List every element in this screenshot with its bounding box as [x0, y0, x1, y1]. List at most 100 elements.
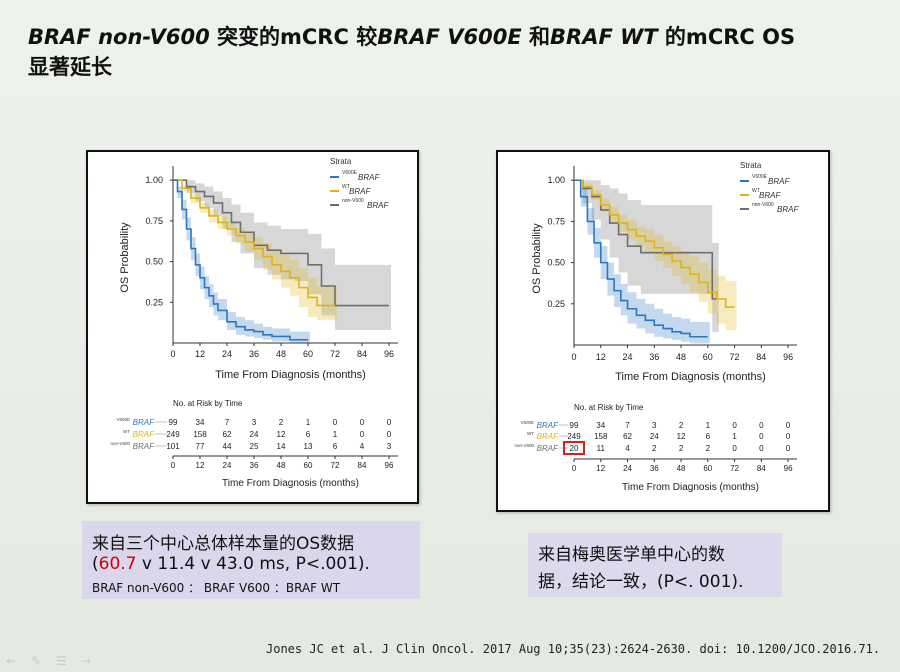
risk-table-tick-label: 24: [623, 464, 632, 473]
risk-cell: 14: [277, 442, 286, 451]
title-part: BRAF non-V600: [28, 25, 210, 49]
ci-band-wt: [173, 180, 337, 321]
x-tick-label: 0: [571, 352, 576, 362]
risk-cell: 20: [570, 444, 579, 453]
presentation-toolbar[interactable]: ← ✎ ☰ →: [6, 650, 116, 668]
y-tick-label: 0.50: [547, 258, 565, 268]
note-right-line1: 来自梅奥医学单中心的数: [538, 545, 725, 565]
risk-table-tick-label: 96: [385, 461, 394, 470]
risk-table-title: No. at Risk by Time: [574, 403, 644, 412]
risk-cell: 12: [677, 432, 686, 441]
risk-cell: 99: [570, 421, 579, 430]
legend-label-sup: V600E: [342, 170, 358, 176]
title-part: 的mCRC OS: [657, 25, 796, 49]
pen-icon[interactable]: ✎: [31, 654, 42, 668]
risk-cell: 6: [306, 430, 311, 439]
risk-cell: 0: [786, 432, 791, 441]
title-line-2: 显著延长: [28, 55, 112, 79]
risk-cell: 249: [567, 432, 581, 441]
risk-cell: 4: [360, 442, 365, 451]
back-arrow-icon[interactable]: ←: [6, 654, 17, 668]
risk-table-title: No. at Risk by Time: [173, 399, 243, 408]
risk-cell: 2: [279, 418, 284, 427]
risk-table-tick-label: 36: [650, 464, 659, 473]
x-tick-label: 72: [730, 352, 740, 362]
risk-cell: 0: [333, 418, 338, 427]
risk-row-label-sup: WT: [123, 429, 130, 434]
risk-cell: 2: [706, 444, 711, 453]
risk-cell: 1: [333, 430, 338, 439]
x-tick-label: 48: [676, 352, 686, 362]
risk-row-label-v600e: BRAF: [537, 421, 559, 430]
risk-cell: 1: [306, 418, 311, 427]
risk-cell: 3: [652, 421, 657, 430]
risk-cell: 158: [193, 430, 207, 439]
km-curve-nonv600: [173, 179, 389, 307]
risk-row-label-sup: non-V600: [514, 443, 534, 448]
y-tick-label: 1.00: [145, 175, 163, 185]
risk-table-tick-label: 96: [784, 464, 793, 473]
risk-cell: 11: [597, 444, 606, 453]
risk-cell: 0: [786, 444, 791, 453]
note-box-right: 来自梅奥医学单中心的数 据，结论一致，(P<. 001).: [528, 533, 782, 597]
km-chart-panel-left: 0.25 0.50 0.75 1.00 0 12 24 36 48 60 72 84 96 Time Fr…: [86, 150, 419, 504]
km-curve-wt: [574, 179, 735, 308]
risk-row-label-sup: V600E: [116, 417, 130, 422]
x-tick-label: 0: [170, 349, 175, 359]
km-curve-v600e: [574, 179, 708, 338]
risk-cell: 0: [732, 444, 737, 453]
x-tick-label: 24: [623, 352, 633, 362]
forward-icon[interactable]: →: [81, 654, 92, 668]
risk-cell: 6: [333, 442, 338, 451]
title-part: 突变的mCRC 较: [209, 25, 378, 49]
risk-table-tick-label: 84: [757, 464, 766, 473]
x-tick-label: 84: [756, 352, 766, 362]
x-tick-label: 72: [330, 349, 340, 359]
risk-table-x-label: Time From Diagnosis (months): [222, 478, 359, 489]
risk-cell: 62: [623, 432, 632, 441]
x-tick-label: 12: [195, 349, 205, 359]
risk-table-tick-label: 60: [703, 464, 712, 473]
risk-row-label-sup: non-V600: [110, 441, 130, 446]
legend-label-sup: WT: [752, 188, 760, 194]
y-tick-label: 0.75: [547, 216, 565, 226]
x-tick-label: 84: [357, 349, 367, 359]
risk-row-label-nonv600: BRAF: [537, 444, 559, 453]
title-part: BRAF V600E: [377, 25, 522, 49]
km-curve-v600e: [173, 179, 308, 341]
risk-table-tick-label: 72: [331, 461, 340, 470]
risk-table-tick-label: 72: [730, 464, 739, 473]
km-chart-panel-right: 0.25 0.50 0.75 1.00 0 12 24 36 48 60 72 84 96 Time Fr…: [496, 150, 830, 512]
risk-cell: 44: [223, 442, 232, 451]
note-left-line2-rest: v 11.4 v 43.0 ms, P<.001).: [136, 554, 370, 574]
x-tick-label: 60: [703, 352, 713, 362]
y-tick-label: 0.25: [547, 299, 565, 309]
note-left-line2: (60.7 v 11.4 v 43.0 ms, P<.001).: [92, 554, 370, 574]
risk-cell: 7: [625, 421, 630, 430]
risk-row-label-wt: BRAF: [537, 432, 559, 441]
risk-cell: 7: [225, 418, 230, 427]
menu-icon[interactable]: ☰: [56, 654, 67, 668]
risk-table-tick-label: 24: [223, 461, 232, 470]
risk-row-label-sup: V600E: [520, 420, 534, 425]
legend-label-sup: non-V600: [342, 198, 364, 204]
legend-label-nonv600: BRAF: [367, 201, 389, 210]
risk-cell: 1: [706, 421, 711, 430]
risk-row-label-v600e: BRAF: [133, 418, 155, 427]
risk-cell: 1: [732, 432, 737, 441]
legend-label-sup: V600E: [752, 174, 768, 180]
risk-table-tick-label: 48: [277, 461, 286, 470]
title-part: BRAF WT: [550, 25, 658, 49]
note-box-left: 来自三个中心总体样本量的OS数据 (60.7 v 11.4 v 43.0 ms,…: [82, 521, 420, 599]
note-right-line2: 据，结论一致，(P<. 001).: [538, 572, 744, 592]
legend-title: Strata: [740, 161, 762, 170]
x-tick-label: 24: [222, 349, 232, 359]
slide-title: BRAF non-V600 突变的mCRC 较BRAF V600E 和BRAF …: [28, 22, 868, 82]
note-left-line1: 来自三个中心总体样本量的OS数据: [92, 534, 355, 554]
title-part: 和: [521, 25, 551, 49]
